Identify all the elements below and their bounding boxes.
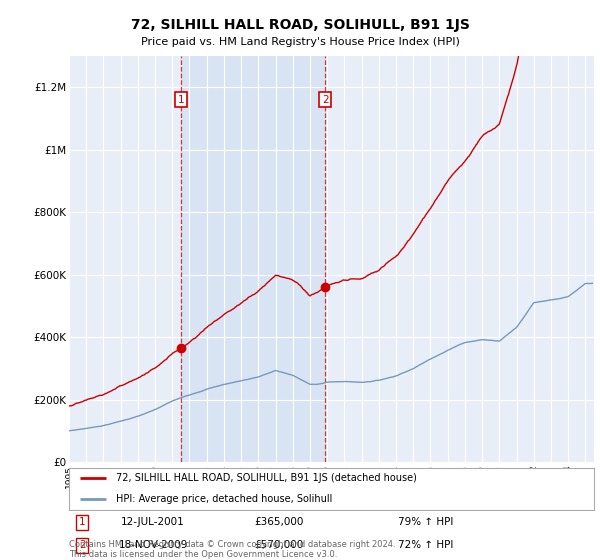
Text: 79% ↑ HPI: 79% ↑ HPI: [398, 517, 454, 528]
Text: Price paid vs. HM Land Registry's House Price Index (HPI): Price paid vs. HM Land Registry's House …: [140, 37, 460, 47]
Text: 1: 1: [178, 95, 185, 105]
Text: HPI: Average price, detached house, Solihull: HPI: Average price, detached house, Soli…: [116, 494, 332, 504]
Text: 72, SILHILL HALL ROAD, SOLIHULL, B91 1JS (detached house): 72, SILHILL HALL ROAD, SOLIHULL, B91 1JS…: [116, 473, 417, 483]
Text: 1: 1: [79, 517, 85, 528]
Text: 12-JUL-2001: 12-JUL-2001: [121, 517, 185, 528]
Text: 2: 2: [79, 540, 85, 550]
Text: 2: 2: [322, 95, 328, 105]
Text: Contains HM Land Registry data © Crown copyright and database right 2024.
This d: Contains HM Land Registry data © Crown c…: [69, 540, 395, 559]
Text: 72% ↑ HPI: 72% ↑ HPI: [398, 540, 454, 550]
Bar: [181, 56, 325, 462]
Text: 18-NOV-2009: 18-NOV-2009: [118, 540, 188, 550]
Text: £365,000: £365,000: [254, 517, 304, 528]
Text: 72, SILHILL HALL ROAD, SOLIHULL, B91 1JS: 72, SILHILL HALL ROAD, SOLIHULL, B91 1JS: [131, 18, 469, 32]
Text: £570,000: £570,000: [254, 540, 304, 550]
